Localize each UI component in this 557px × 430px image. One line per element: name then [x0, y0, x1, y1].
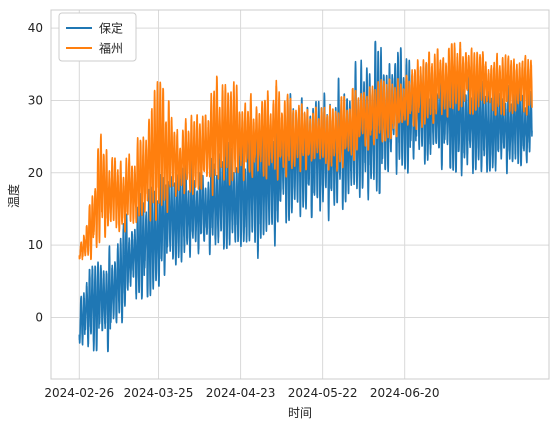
- x-tick-label: 2024-05-22: [288, 386, 358, 400]
- series-lines: [78, 40, 533, 353]
- series-line-1: [78, 41, 533, 261]
- y-axis-label: 温度: [6, 184, 21, 208]
- y-tick-label: 20: [28, 166, 43, 180]
- series-line-0: [78, 40, 533, 353]
- plot-border: [50, 9, 550, 380]
- legend-label: 保定: [99, 21, 123, 36]
- legend-box: [58, 12, 137, 62]
- x-tick-label: 2024-03-25: [124, 386, 194, 400]
- y-tick-label: 0: [35, 311, 43, 325]
- x-axis-ticks: 2024-02-26 2024-03-25 2024-04-23 2024-05-22…: [44, 386, 439, 400]
- x-tick-label: 2024-04-23: [206, 386, 276, 400]
- x-tick-label: 2024-02-26: [44, 386, 114, 400]
- y-tick-label: 40: [28, 21, 43, 35]
- x-axis-label: 时间: [288, 406, 312, 420]
- x-tick-label: 2024-06-20: [370, 386, 440, 400]
- y-tick-label: 10: [28, 238, 43, 252]
- y-tick-label: 30: [28, 93, 43, 107]
- y-axis-ticks: 0 10 20 30 40: [28, 21, 43, 324]
- legend-label: 福州: [99, 41, 123, 56]
- plot-frame: [50, 9, 550, 380]
